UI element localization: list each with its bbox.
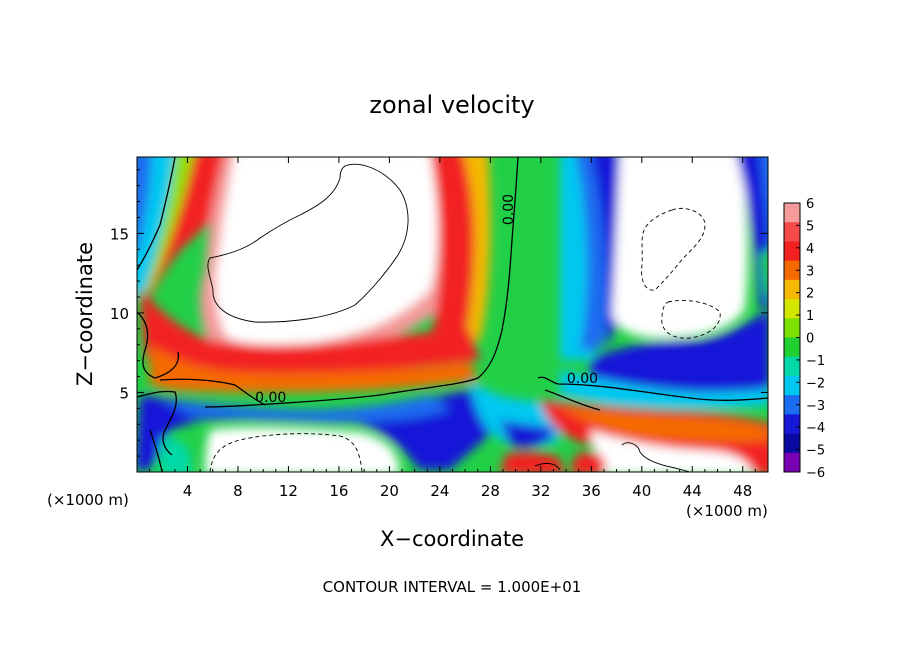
contour-label: 0.00 — [567, 371, 598, 387]
colorbar-tick-label: 2 — [806, 287, 814, 302]
colorbar-swatch — [784, 318, 800, 338]
x-tick-label: 48 — [733, 482, 752, 500]
colorbar-swatch — [784, 203, 800, 223]
x-tick-label: 4 — [183, 482, 193, 500]
colorbar-swatch — [784, 414, 800, 435]
colorbar-tick-label: 4 — [806, 242, 814, 257]
colorbar-tick-label: −2 — [806, 376, 825, 391]
x-tick-label: 16 — [329, 482, 348, 500]
x-tick-label: 32 — [531, 482, 550, 500]
colorbar-swatch — [784, 260, 800, 281]
x-tick-label: 12 — [279, 482, 298, 500]
negative-contour-right-lower — [661, 300, 721, 339]
x-tick-label: 20 — [380, 482, 399, 500]
x-tick-label: 36 — [582, 482, 601, 500]
zero-contour-left — [137, 157, 266, 472]
colorbar-swatch — [784, 452, 800, 473]
x-axis-label: X−coordinate — [380, 527, 524, 551]
x-tick-label: 24 — [430, 482, 449, 500]
colorbar-swatch — [784, 375, 800, 396]
colorbar-tick-label: 5 — [806, 219, 814, 234]
y-tick-label: 10 — [110, 305, 129, 323]
x-tick-label: 8 — [233, 482, 243, 500]
y-axis-label: Z−coordinate — [73, 242, 97, 386]
colorbar-tick-label: −5 — [806, 444, 825, 459]
colorbar-swatch — [784, 241, 800, 262]
colorbar: 6 5 4 3 2 1 0 −1 −2 −3 −4 −5 −6 — [783, 197, 825, 481]
zero-contour-right — [537, 376, 768, 411]
contour-label: 0.00 — [501, 194, 517, 225]
x-tick-label: 44 — [683, 482, 702, 500]
x-unit-left: (×1000 m) — [47, 491, 129, 509]
contour-lines — [137, 157, 768, 472]
contour-interval-note: CONTOUR INTERVAL = 1.000E+01 — [323, 578, 582, 596]
contour-labels: 0.00 0.00 0.00 — [255, 194, 598, 406]
y-tick-label: 5 — [119, 384, 129, 402]
chart-title: zonal velocity — [369, 91, 534, 119]
colorbar-tick-label: −1 — [806, 354, 825, 369]
x-unit-right: (×1000 m) — [686, 502, 768, 520]
positive-contour-upper-left — [207, 163, 409, 323]
x-tick-label: 28 — [481, 482, 500, 500]
positive-contour-lower-right — [534, 442, 691, 472]
colorbar-swatch — [784, 356, 800, 377]
colorbar-tick-label: −6 — [806, 466, 825, 481]
colorbar-tick-label: −3 — [806, 399, 825, 414]
y-tick-label: 15 — [110, 225, 129, 243]
colorbar-tick-label: 6 — [806, 197, 814, 212]
heatmap-field — [137, 157, 768, 472]
colorbar-swatch — [784, 299, 800, 319]
zero-contour-center — [204, 157, 519, 408]
x-axis-ticks: 4 8 12 16 20 24 28 32 36 40 44 48 — [149, 157, 756, 500]
colorbar-swatch — [784, 395, 800, 415]
colorbar-tick-label: 0 — [806, 332, 814, 347]
colorbar-tick-label: 3 — [806, 264, 814, 279]
colorbar-swatch — [784, 433, 800, 454]
colorbar-tick-label: −4 — [806, 421, 825, 436]
colorbar-swatch — [784, 337, 800, 358]
colorbar-swatch — [784, 222, 800, 242]
contour-label: 0.00 — [255, 390, 286, 406]
colorbar-swatch — [784, 279, 800, 300]
x-tick-label: 40 — [632, 482, 651, 500]
y-axis-ticks: 5 10 15 — [110, 169, 768, 457]
colorbar-tick-label: 1 — [806, 309, 814, 324]
